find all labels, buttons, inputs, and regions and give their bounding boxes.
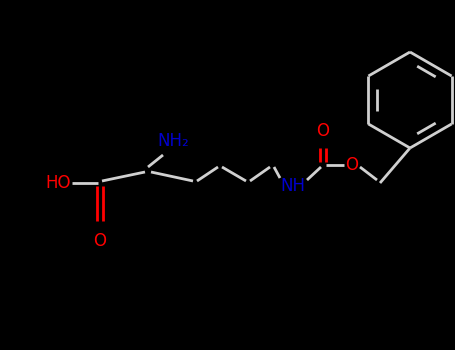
Text: NH: NH bbox=[280, 177, 305, 195]
Text: O: O bbox=[93, 232, 106, 250]
Text: HO: HO bbox=[45, 174, 71, 192]
Text: O: O bbox=[345, 156, 359, 174]
Text: O: O bbox=[317, 122, 329, 140]
Text: NH₂: NH₂ bbox=[157, 132, 189, 150]
